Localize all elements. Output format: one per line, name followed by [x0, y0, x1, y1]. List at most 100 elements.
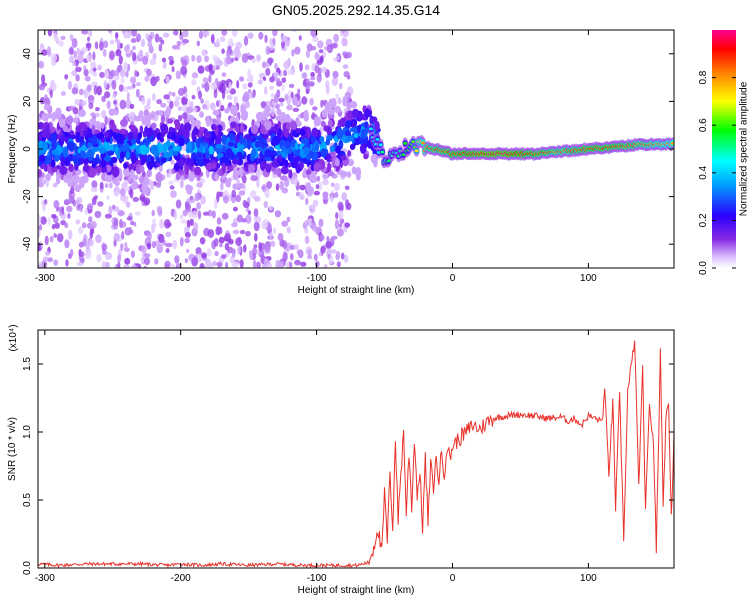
heatmap-noise-cell [139, 193, 146, 202]
heatmap-noise-cell [216, 38, 220, 47]
heatmap-band-cell [208, 145, 214, 155]
heatmap-noise-cell [216, 191, 220, 200]
heatmap-noise-cell [165, 231, 172, 238]
heatmap-noise-cell [109, 50, 115, 60]
heatmap-noise-cell [291, 30, 298, 33]
heatmap-noise-cell [134, 69, 138, 78]
snr-y-tick-label: 1.0 [22, 425, 33, 439]
snr-y-ticks: 0.0 0.5 1.0 1.5 [22, 357, 674, 575]
heatmap-band-cell [186, 158, 194, 165]
heatmap-noise-cell [186, 248, 190, 254]
heatmap-noise-cell [94, 112, 100, 118]
heatmap-band-cell [109, 144, 114, 152]
heatmap-noise-cell [67, 229, 73, 240]
heatmap-band-cell [203, 132, 212, 139]
heatmap-band-cell [105, 177, 113, 183]
heatmap-noise-cell [61, 206, 65, 215]
heatmap-band-cell [299, 129, 306, 136]
heatmap-noise-cell [269, 240, 276, 247]
heatmap-noise-cell [281, 40, 285, 49]
heatmap-band-cell [78, 122, 87, 128]
heatmap-band-cell [167, 118, 174, 124]
heatmap-noise-cell [318, 218, 324, 228]
heatmap-noise-cell [172, 30, 179, 36]
heatmap-noise-cell [253, 196, 261, 202]
heatmap-noise-cell [231, 189, 236, 198]
heatmap-band-cell [197, 158, 205, 167]
heatmap-noise-cell [88, 223, 95, 229]
heatmap-noise-cell [301, 72, 308, 79]
heatmap-band-cell [38, 132, 42, 142]
heatmap-noise-cell [219, 243, 223, 248]
heatmap-noise-cell [227, 94, 233, 101]
heatmap-noise-cell [184, 237, 190, 244]
heatmap-y-tick-label: -40 [22, 237, 33, 252]
heatmap-band-cell [86, 150, 94, 158]
heatmap-band-cell [232, 183, 239, 190]
heatmap-noise-cell [251, 92, 255, 99]
heatmap-noise-cell [298, 192, 304, 197]
heatmap-noise-cell [149, 180, 155, 191]
heatmap-band-cell [295, 148, 300, 157]
heatmap-noise-cell [93, 85, 98, 95]
heatmap-noise-cell [67, 105, 75, 111]
heatmap-noise-cell [287, 69, 294, 75]
heatmap-noise-cell [326, 235, 330, 243]
heatmap-noise-cell [305, 78, 311, 84]
heatmap-noise-cell [337, 201, 344, 211]
heatmap-band-cell [294, 142, 299, 150]
heatmap-noise-cell [80, 257, 85, 264]
heatmap-noise-cell [116, 39, 121, 48]
heatmap-noise-cell [304, 235, 310, 244]
heatmap-noise-cell [176, 40, 181, 47]
heatmap-band-cell [303, 146, 310, 155]
heatmap-band-cell [100, 122, 105, 129]
heatmap-noise-cell [291, 49, 295, 57]
heatmap-band-cell [227, 177, 232, 184]
heatmap-noise-cell [120, 77, 125, 84]
heatmap-noise-cell [226, 49, 231, 60]
heatmap-noise-cell [264, 189, 270, 199]
heatmap-noise-cell [180, 65, 188, 76]
heatmap-noise-cell [51, 53, 58, 63]
heatmap-noise-cell [130, 220, 135, 226]
heatmap-noise-cell [158, 210, 162, 217]
heatmap-band-cell [77, 135, 82, 143]
heatmap-band-cell [346, 135, 353, 142]
heatmap-band-cell [168, 149, 174, 157]
heatmap-noise-cell [297, 88, 301, 95]
heatmap-noise-cell [188, 210, 192, 218]
heatmap-noise-cell [232, 206, 238, 212]
heatmap-noise-cell [101, 95, 106, 103]
heatmap-noise-cell [180, 219, 188, 224]
heatmap-noise-cell [317, 40, 324, 49]
heatmap-noise-cell [162, 61, 167, 69]
heatmap-noise-cell [76, 47, 80, 55]
heatmap-noise-cell [68, 196, 72, 205]
heatmap-band-cell [240, 124, 244, 133]
heatmap-noise-cell [112, 70, 120, 77]
heatmap-band-cell [313, 162, 322, 172]
heatmap-noise-cell [274, 62, 278, 70]
heatmap-noise-cell [294, 259, 301, 266]
heatmap-noise-cell [199, 263, 205, 268]
colorbar-tick-label: 0.0 [698, 261, 709, 275]
heatmap-band-cell [139, 175, 145, 184]
heatmap-noise-cell [123, 247, 130, 253]
heatmap-noise-cell [289, 261, 293, 268]
heatmap-noise-cell [92, 51, 96, 61]
heatmap-noise-cell [279, 180, 284, 190]
heatmap-noise-cell [83, 65, 87, 71]
heatmap-band-cell [227, 141, 235, 147]
heatmap-band-cell [175, 172, 181, 181]
heatmap-noise-cell [135, 88, 140, 98]
heatmap-noise-cell [249, 250, 253, 261]
heatmap-band-cell [280, 166, 289, 175]
heatmap-noise-cell [160, 102, 167, 108]
heatmap-band-cell [172, 146, 180, 152]
heatmap-band-cell [82, 164, 90, 172]
heatmap-band-cell [327, 119, 333, 127]
heatmap-noise-cell [200, 252, 207, 259]
heatmap-noise-cell [123, 264, 130, 268]
heatmap-band-cell [120, 119, 128, 127]
